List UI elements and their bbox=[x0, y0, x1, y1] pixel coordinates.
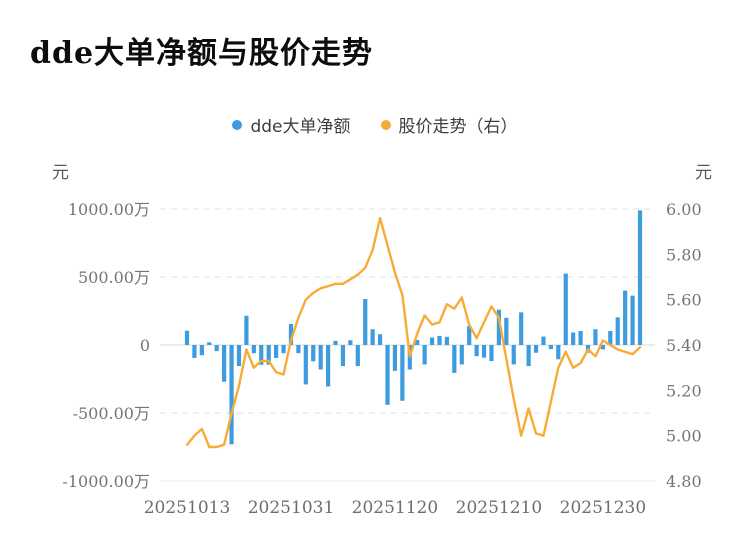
dde-net-bar bbox=[623, 290, 628, 345]
dde-net-bar bbox=[526, 345, 531, 367]
dde-net-bar bbox=[541, 336, 546, 345]
dde-net-bar bbox=[504, 317, 509, 345]
legend-item-dde-net[interactable]: dde大单净额 bbox=[232, 112, 351, 137]
dde-net-bar bbox=[207, 342, 212, 345]
dde-net-bar bbox=[311, 345, 316, 362]
dde-net-bar bbox=[274, 345, 279, 358]
dde-net-bar bbox=[318, 345, 323, 370]
dde-net-bar bbox=[481, 345, 487, 358]
dde-net-bar bbox=[422, 345, 427, 365]
dde-net-bar bbox=[615, 317, 620, 345]
dde-net-bar bbox=[288, 323, 294, 345]
dde-net-bar bbox=[608, 330, 613, 345]
dde-net-bar bbox=[563, 273, 568, 345]
dde-net-bar bbox=[556, 345, 561, 360]
price-line bbox=[185, 216, 642, 449]
x-axis-tick: 20251120 bbox=[352, 498, 439, 518]
dde-net-bar bbox=[571, 332, 576, 345]
dde-net-bar bbox=[370, 329, 375, 345]
dde-net-bar bbox=[303, 345, 308, 385]
dde-net-bar bbox=[184, 330, 190, 345]
dde-net-bar bbox=[296, 345, 301, 354]
dde-net-bar bbox=[600, 345, 605, 350]
right-axis-tick: 5.40 bbox=[666, 336, 702, 355]
dde-net-bar bbox=[236, 345, 242, 367]
dde-net-bar bbox=[259, 345, 264, 365]
left-axis-tick: -500.00万 bbox=[73, 404, 150, 423]
dde-net-bar bbox=[452, 345, 457, 373]
right-axis-tick: 5.60 bbox=[666, 291, 702, 310]
dde-net-bar bbox=[400, 345, 405, 401]
dde-net-bar bbox=[548, 345, 553, 350]
dde-net-bar bbox=[192, 345, 197, 358]
right-axis-tick: 4.80 bbox=[666, 472, 702, 491]
dde-net-bar bbox=[444, 336, 450, 345]
chart-title: dde大单净额与股价走势 bbox=[30, 36, 374, 71]
dde-net-bar bbox=[199, 345, 204, 356]
dde-net-bar bbox=[459, 345, 464, 365]
legend-label-price-trend: 股价走势（右） bbox=[398, 117, 518, 137]
x-axis-tick: 20251210 bbox=[456, 498, 543, 518]
dde-net-bar bbox=[326, 345, 331, 387]
dde-net-bar bbox=[348, 340, 353, 345]
right-axis-tick: 5.20 bbox=[666, 381, 702, 400]
x-axis-tick: 20251230 bbox=[560, 498, 647, 518]
dde-net-bar bbox=[415, 339, 420, 345]
right-axis-tick: 6.00 bbox=[666, 200, 702, 219]
dde-net-bar bbox=[489, 345, 494, 362]
dde-net-bar bbox=[429, 337, 435, 345]
dde-net-bar bbox=[511, 345, 516, 365]
dde-net-bar bbox=[519, 312, 524, 345]
dde-net-bar bbox=[377, 334, 383, 345]
x-axis-tick: 20251013 bbox=[144, 498, 231, 518]
dde-net-bar bbox=[630, 295, 635, 345]
dde-net-bar bbox=[496, 309, 501, 345]
dde-net-bar bbox=[578, 330, 583, 345]
dde-net-bar bbox=[266, 345, 271, 365]
dde-net-bar bbox=[333, 340, 338, 345]
legend: dde大单净额 股价走势（右） bbox=[0, 112, 750, 137]
dde-net-bar bbox=[244, 315, 249, 345]
dde-net-bar bbox=[533, 345, 539, 353]
dde-net-bar bbox=[467, 325, 472, 345]
right-axis-tick: 5.00 bbox=[666, 427, 702, 446]
left-axis-tick: 500.00万 bbox=[78, 268, 150, 287]
right-axis-unit: 元 bbox=[695, 163, 712, 183]
dde-net-bar bbox=[437, 335, 442, 345]
dde-net-bar bbox=[355, 345, 360, 367]
left-axis-tick: -1000.00万 bbox=[62, 472, 150, 491]
legend-item-price-trend[interactable]: 股价走势（右） bbox=[380, 112, 518, 137]
left-axis-tick: 1000.00万 bbox=[68, 200, 150, 219]
dde-net-bar bbox=[392, 345, 398, 371]
dde-net-bar bbox=[251, 345, 256, 354]
dde-net-bar bbox=[281, 345, 286, 354]
dde-net-bar bbox=[340, 345, 346, 367]
dde-net-bar bbox=[229, 345, 234, 445]
legend-label-dde-net: dde大单净额 bbox=[250, 117, 351, 137]
dde-net-bar bbox=[363, 299, 368, 345]
left-axis-unit: 元 bbox=[52, 163, 69, 183]
x-axis-tick: 20251031 bbox=[248, 498, 335, 518]
dde-net-bar bbox=[385, 345, 390, 405]
dde-net-bar bbox=[214, 345, 219, 352]
dde-net-bar bbox=[637, 210, 643, 345]
legend-dot-blue-icon bbox=[232, 119, 243, 130]
legend-dot-orange-icon bbox=[380, 119, 391, 130]
dde-net-bar bbox=[222, 345, 227, 382]
right-axis-tick: 5.80 bbox=[666, 245, 702, 264]
dde-net-bar bbox=[593, 329, 598, 345]
dde-net-bar bbox=[474, 345, 479, 357]
left-axis-tick: 0 bbox=[140, 336, 150, 355]
